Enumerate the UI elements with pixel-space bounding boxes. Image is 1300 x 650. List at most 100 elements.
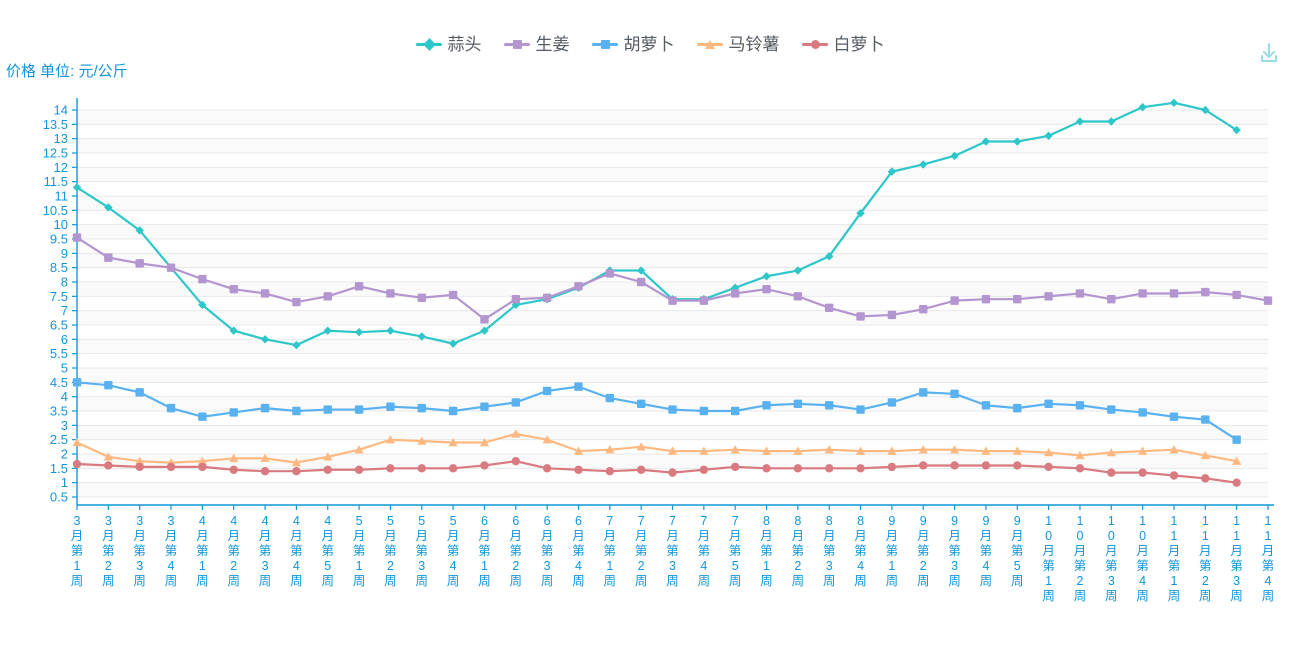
data-point[interactable] [260,467,270,476]
data-point[interactable] [949,445,960,454]
data-point[interactable] [1075,464,1085,473]
data-point[interactable] [1200,450,1210,460]
data-point[interactable] [198,300,207,310]
legend-item-蒜头[interactable]: 蒜头 [415,36,482,53]
data-point[interactable] [542,464,552,473]
data-point[interactable] [1201,415,1210,424]
data-point[interactable] [135,259,144,268]
data-point[interactable] [1075,450,1085,460]
data-point[interactable] [667,446,678,455]
data-point[interactable] [1263,296,1273,305]
data-point[interactable] [1201,287,1210,297]
data-point[interactable] [354,445,364,454]
data-point[interactable] [573,446,584,455]
data-point[interactable] [1075,401,1085,410]
data-point[interactable] [1138,408,1147,417]
data-point[interactable] [793,446,803,455]
data-point[interactable] [480,326,489,335]
data-point[interactable] [919,388,928,397]
data-point[interactable] [887,310,897,320]
data-point[interactable] [762,401,771,410]
data-point[interactable] [448,464,458,473]
data-point[interactable] [1232,478,1241,487]
data-point[interactable] [448,406,458,416]
data-point[interactable] [918,445,928,454]
data-point[interactable] [825,401,834,410]
data-point[interactable] [950,461,959,470]
data-point[interactable] [825,464,834,473]
data-point[interactable] [260,403,270,413]
download-icon[interactable] [1256,40,1282,66]
data-point[interactable] [1138,446,1148,455]
data-point[interactable] [1075,289,1085,298]
data-point[interactable] [198,412,207,421]
data-point[interactable] [386,289,395,298]
data-point[interactable] [135,226,144,235]
data-point[interactable] [1201,474,1210,483]
data-point[interactable] [135,388,144,397]
data-point[interactable] [825,252,834,261]
data-point[interactable] [793,399,803,409]
data-point[interactable] [1201,105,1210,115]
data-point[interactable] [762,272,771,281]
data-point[interactable] [386,464,395,473]
data-point[interactable] [699,446,709,455]
data-point[interactable] [354,465,364,474]
data-point[interactable] [166,462,176,472]
data-point[interactable] [1044,462,1053,472]
data-point[interactable] [386,402,395,411]
data-point[interactable] [511,429,521,438]
data-point[interactable] [323,292,332,301]
data-point[interactable] [1107,405,1116,414]
data-point[interactable] [730,289,740,298]
data-point[interactable] [605,445,615,454]
data-point[interactable] [417,436,427,445]
data-point[interactable] [919,305,928,314]
data-point[interactable] [574,465,583,474]
data-point[interactable] [1138,102,1147,112]
data-point[interactable] [574,382,583,391]
data-point[interactable] [1169,289,1179,298]
data-point[interactable] [636,266,646,275]
legend-item-胡萝卜[interactable]: 胡萝卜 [591,36,675,53]
data-point[interactable] [448,437,458,447]
data-point[interactable] [542,435,552,444]
data-point[interactable] [1107,468,1116,477]
data-point[interactable] [260,453,270,462]
data-point[interactable] [855,446,866,455]
data-point[interactable] [887,462,897,472]
data-point[interactable] [323,326,332,335]
data-point[interactable] [856,405,865,414]
data-point[interactable] [1169,98,1179,108]
legend-item-白萝卜[interactable]: 白萝卜 [801,36,885,53]
data-point[interactable] [1013,461,1022,470]
data-point[interactable] [919,160,928,169]
data-point[interactable] [511,398,520,407]
data-point[interactable] [981,461,991,470]
data-point[interactable] [229,465,238,474]
data-point[interactable] [198,462,207,472]
data-point[interactable] [197,456,207,465]
data-point[interactable] [448,290,458,300]
data-point[interactable] [1044,447,1054,457]
data-point[interactable] [292,340,301,350]
data-point[interactable] [919,461,928,470]
data-point[interactable] [1169,445,1179,454]
data-point[interactable] [229,408,238,417]
data-point[interactable] [354,405,364,414]
data-point[interactable] [1232,290,1241,300]
data-point[interactable] [104,381,113,390]
data-point[interactable] [574,282,583,291]
data-point[interactable] [1138,289,1147,298]
data-point[interactable] [291,458,301,467]
data-point[interactable] [354,282,364,291]
data-point[interactable] [668,296,677,305]
data-point[interactable] [730,462,740,472]
data-point[interactable] [135,456,145,465]
data-point[interactable] [448,339,458,348]
data-point[interactable] [1013,295,1022,304]
data-point[interactable] [480,402,489,411]
data-point[interactable] [229,453,239,462]
data-point[interactable] [699,406,709,416]
data-point[interactable] [1107,117,1116,126]
